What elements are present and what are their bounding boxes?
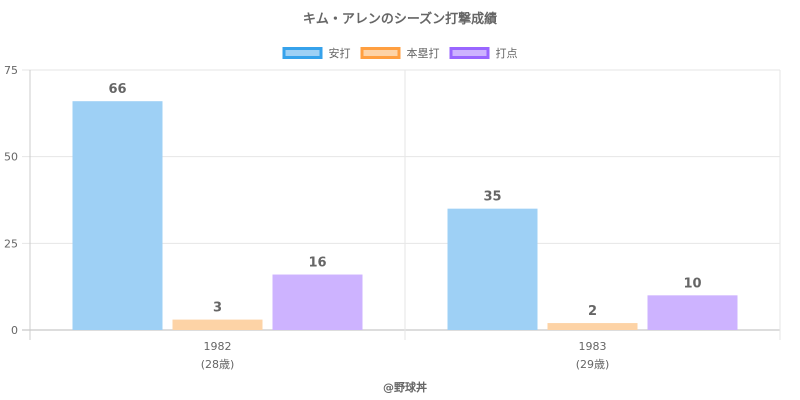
data-label: 66 [108,82,126,97]
data-label: 35 [483,190,501,205]
data-label: 2 [588,304,597,319]
legend-swatch [282,47,323,59]
chart-title: キム・アレンのシーズン打撃成績 [303,11,497,27]
y-tick-label: 50 [4,151,18,164]
legend-item[interactable]: 安打 [282,46,351,60]
legend: 安打 本塁打 打点 [282,46,518,60]
bar[interactable] [272,274,363,330]
legend-label: 打点 [496,46,518,60]
legend-item[interactable]: 本塁打 [360,46,440,60]
legend-item[interactable]: 打点 [449,46,518,60]
data-label: 16 [308,256,326,271]
bar[interactable] [547,323,638,330]
y-tick-label: 0 [11,324,18,337]
x-tick-label: 1982 [204,340,232,353]
bar[interactable] [72,101,163,330]
legend-swatch [449,47,490,59]
footer-credit: @野球丼 [383,380,427,394]
legend-swatch [360,47,401,59]
y-tick-label: 75 [4,64,18,77]
data-labels: 66 3 16 35 2 10 [108,82,701,319]
y-axis: 0 25 50 75 [4,64,18,337]
x-tick-sublabel: (29歳) [576,358,610,371]
bar[interactable] [447,208,538,330]
x-tick-label: 1983 [579,340,607,353]
bar[interactable] [647,295,738,330]
x-tick-sublabel: (28歳) [201,358,235,371]
data-label: 3 [213,301,222,316]
bars [72,101,738,330]
y-tick-label: 25 [4,237,18,250]
data-label: 10 [683,276,701,291]
bar[interactable] [172,319,263,330]
legend-label: 安打 [329,46,351,60]
x-axis: 1982 (28歳) 1983 (29歳) [201,340,610,371]
legend-label: 本塁打 [407,46,440,60]
